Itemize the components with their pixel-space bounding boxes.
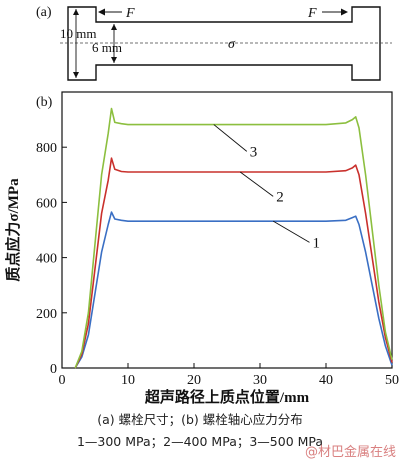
y-axis-label: 质点应力σ/MPa: [4, 178, 22, 282]
series-line-2: [74, 157, 393, 369]
force-right-arrow-head: [341, 8, 348, 16]
x-tick-label: 40: [319, 373, 333, 388]
plot-frame: [61, 91, 393, 369]
annotation-leader-3: [213, 124, 248, 152]
force-left-label: F: [125, 6, 135, 21]
y-tick-label: 800: [36, 141, 57, 156]
dim-outer-arrow-bottom: [73, 72, 79, 78]
dim-inner-arrow-top: [111, 24, 117, 30]
y-tick-label: 400: [36, 252, 57, 267]
annotation-label-1: 1: [313, 235, 321, 251]
x-tick-label: 30: [253, 373, 267, 388]
panel-a-label: (a): [36, 5, 52, 20]
series-line-3: [74, 107, 393, 369]
annotation-label-3: 3: [250, 144, 257, 160]
x-tick-label: 20: [187, 373, 201, 388]
annotations: 1 2 3: [213, 124, 321, 251]
x-tick-label: 50: [385, 373, 399, 388]
annotation-label-2: 2: [276, 189, 284, 205]
panel-b: (b) 0 200 400 600 800 0 10 20 30 40 50 1 2 3 超声路径上质…: [4, 91, 399, 406]
dim-inner-arrow-bottom: [111, 57, 117, 63]
caption-line-2: 1—300 MPa；2—400 MPa；3—500 MPa: [77, 434, 323, 449]
dim-outer-label: 10 mm: [60, 26, 96, 41]
y-tick-label: 200: [36, 307, 57, 322]
y-tick-label: 600: [36, 196, 57, 211]
y-tick-label: 0: [50, 362, 57, 377]
panel-b-label: (b): [36, 95, 53, 110]
force-left-arrow-head: [98, 8, 105, 16]
series-group: [74, 107, 393, 369]
x-axis-ticks: 0 10 20 30 40 50: [59, 363, 399, 388]
annotation-leader-1: [272, 220, 310, 243]
dim-outer-arrow-top: [73, 9, 79, 15]
force-right-label: F: [307, 6, 317, 21]
x-tick-label: 10: [121, 373, 135, 388]
series-line-1: [74, 211, 393, 369]
panel-a: (a) 10 mm 6 mm F F σ: [36, 5, 392, 81]
stress-symbol: σ: [228, 37, 236, 52]
x-tick-label: 0: [59, 373, 66, 388]
dim-inner-label: 6 mm: [92, 40, 122, 55]
annotation-leader-2: [239, 171, 274, 197]
bolt-outline: [67, 6, 381, 81]
x-axis-label: 超声路径上质点位置/mm: [144, 388, 310, 406]
watermark: @材巴金属在线: [305, 444, 396, 460]
y-axis-ticks: 0 200 400 600 800: [36, 141, 67, 377]
caption-line-1: (a) 螺栓尺寸；(b) 螺栓轴心应力分布: [97, 412, 303, 427]
